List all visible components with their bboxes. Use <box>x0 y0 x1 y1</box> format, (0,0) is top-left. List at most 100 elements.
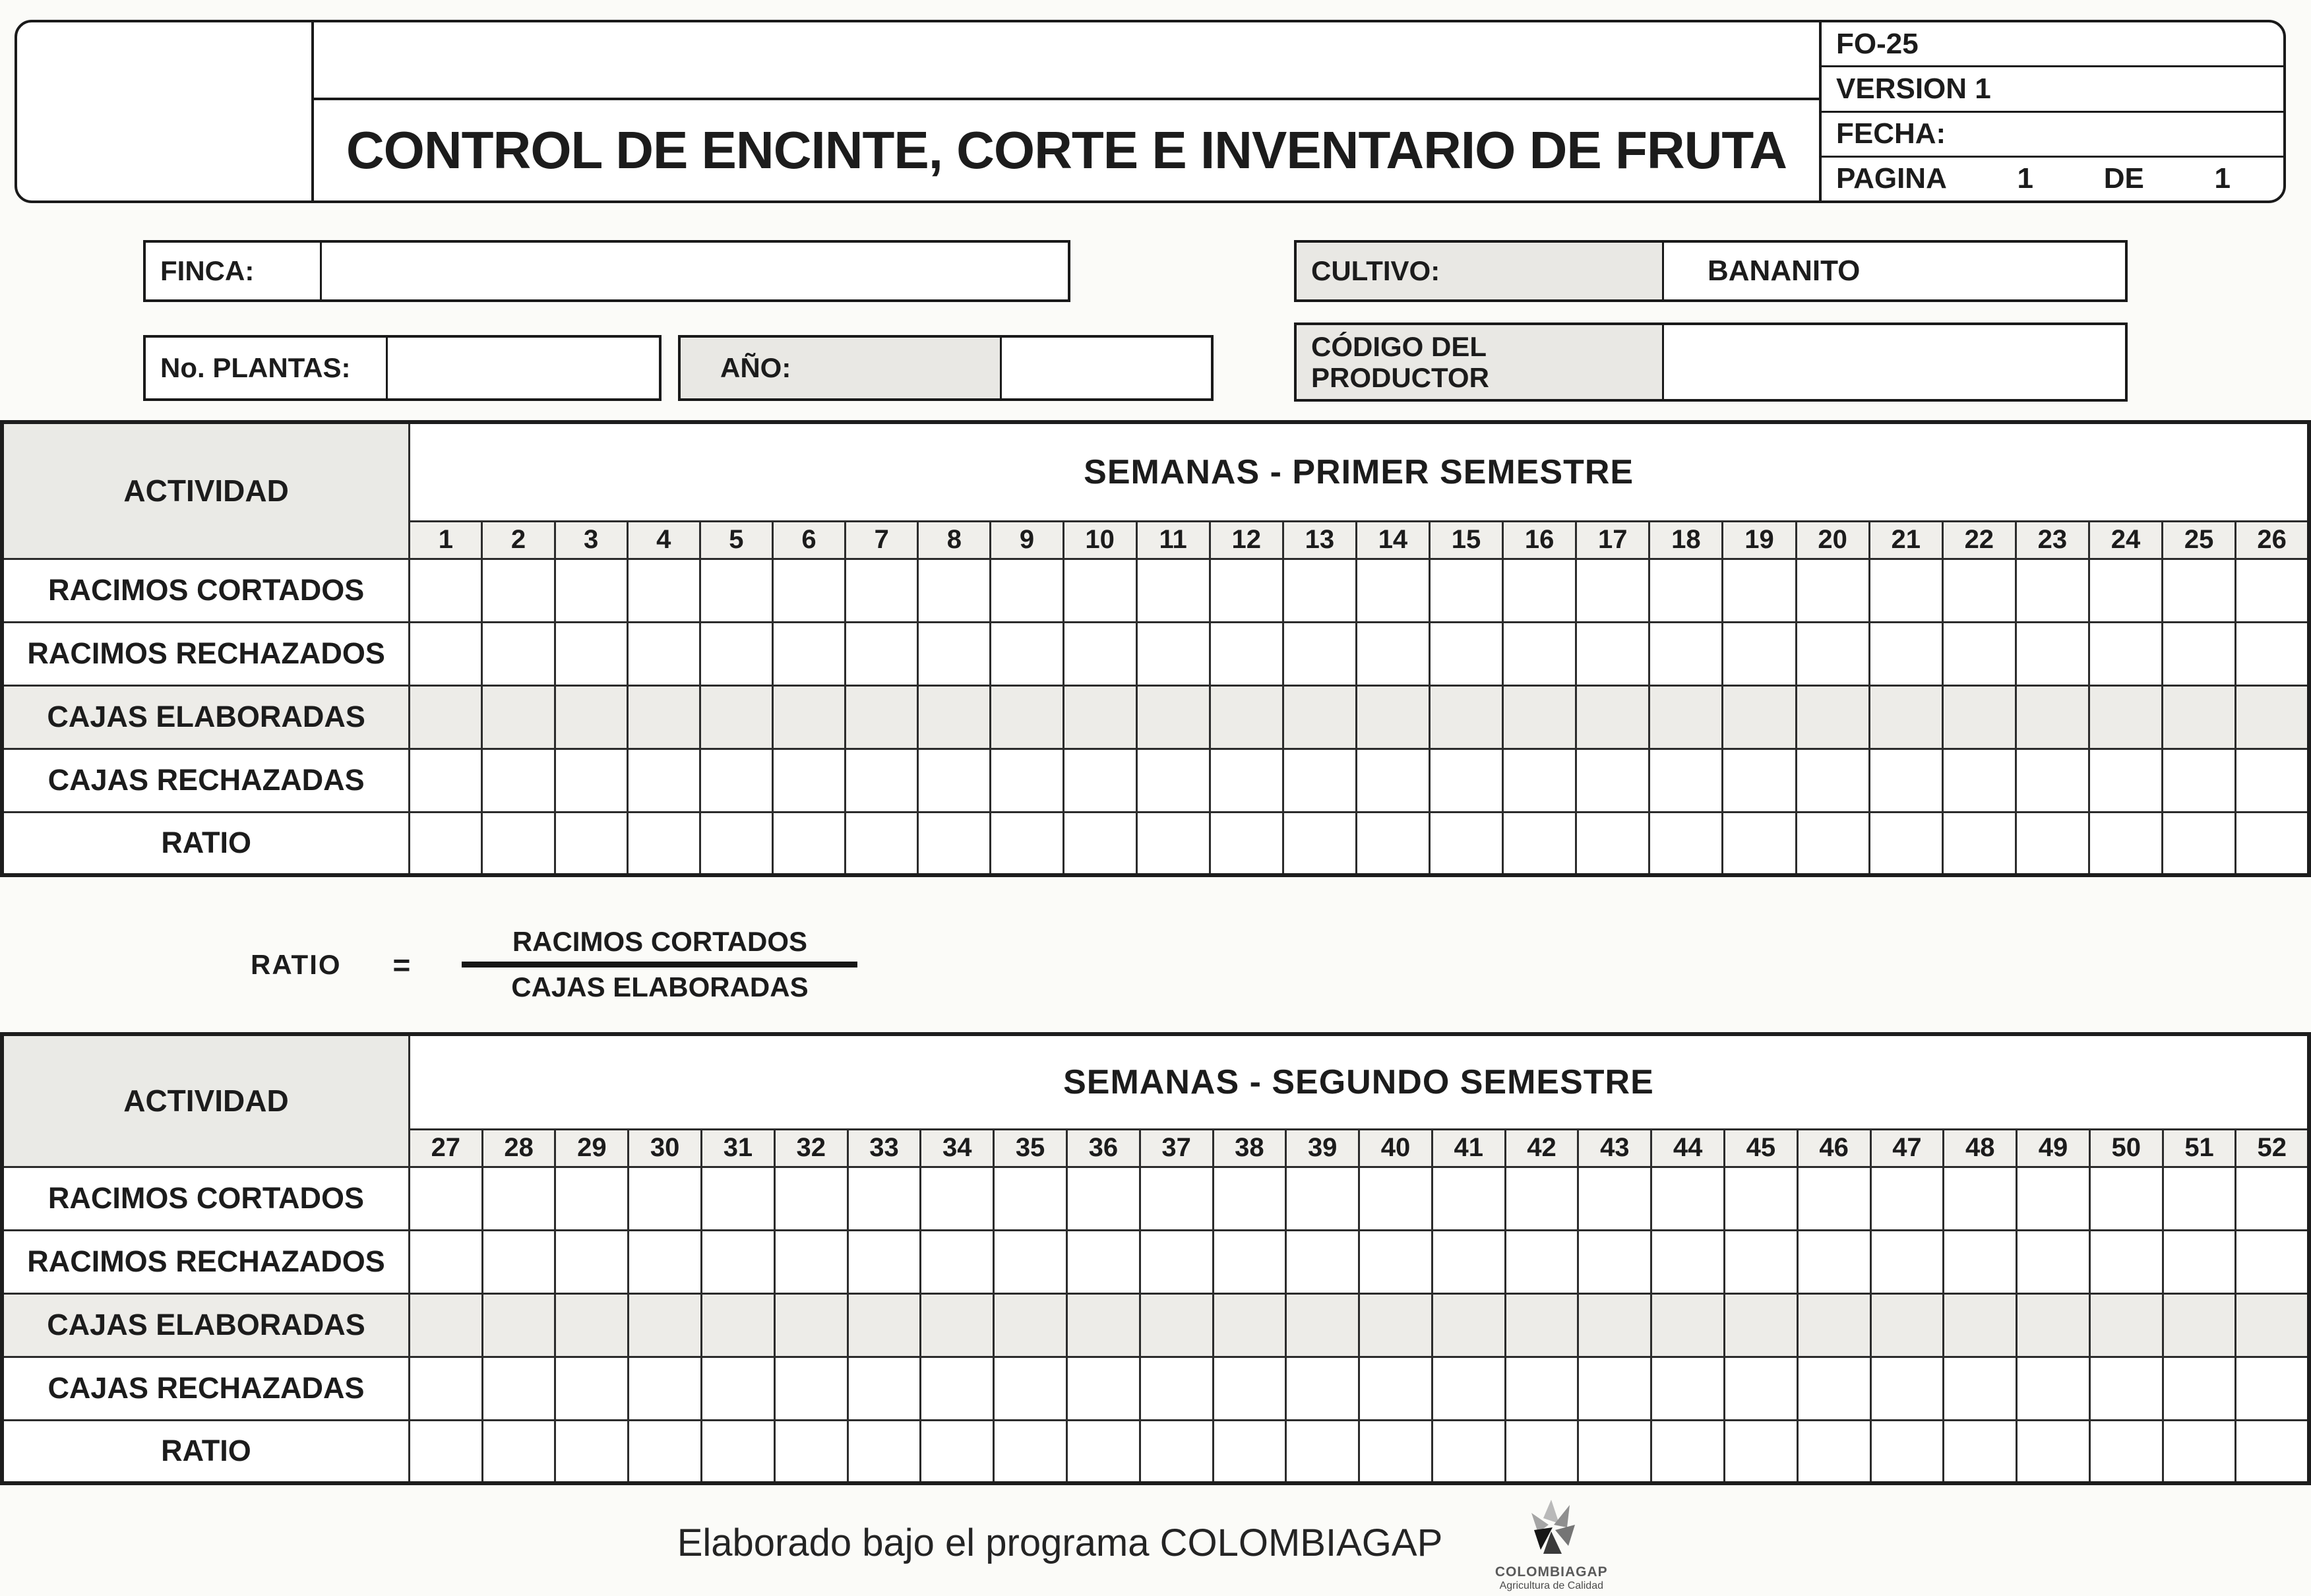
grid-cell <box>481 811 556 876</box>
week-header-cell: 39 <box>1285 1128 1361 1168</box>
activity-header-cell: ACTIVIDAD <box>1 421 411 560</box>
grid-cell <box>1650 1355 1725 1421</box>
week-header-cell: 49 <box>2016 1128 2091 1168</box>
plantas-field: No. PLANTAS: <box>143 335 662 401</box>
grid-cell <box>844 747 919 813</box>
week-header-cell: 8 <box>917 520 992 560</box>
week-header-cell: 10 <box>1062 520 1138 560</box>
grid-cell <box>2234 1419 2310 1485</box>
grid-cell <box>2014 557 2090 623</box>
grid-cell <box>1502 747 1578 813</box>
grid-cell <box>626 684 701 750</box>
week-header-cell: 43 <box>1577 1128 1653 1168</box>
grid-cell <box>1138 1419 1214 1485</box>
plantas-value <box>388 338 659 398</box>
grid-cell <box>773 1419 849 1485</box>
week-header-cell: 52 <box>2234 1128 2310 1168</box>
semester-header-cell: SEMANAS - PRIMER SEMESTRE <box>408 421 2310 522</box>
week-header-cell: 27 <box>408 1128 483 1168</box>
cultivo-field: CULTIVO: BANANITO <box>1294 240 2128 302</box>
grid-cell <box>1795 621 1870 687</box>
grid-cell <box>626 621 701 687</box>
grid-cell <box>1796 1292 1872 1358</box>
grid-cell <box>919 1355 995 1421</box>
week-header-cell: 9 <box>989 520 1064 560</box>
grid-cell <box>2161 811 2237 876</box>
grid-cell <box>1208 684 1284 750</box>
grid-cell <box>919 1292 995 1358</box>
week-header-cell: 50 <box>2088 1128 2164 1168</box>
flower-logo-icon <box>1531 1500 1576 1554</box>
week-header-cell: 51 <box>2161 1128 2237 1168</box>
grid-cell <box>1065 1165 1141 1231</box>
grid-cell <box>481 747 556 813</box>
second-semester-table: ACTIVIDAD SEMANAS - SEGUNDO SEMESTRE 27 28 2… <box>0 1032 2311 1485</box>
grid-cell <box>1869 1229 1945 1295</box>
row-label-cell: RACIMOS CORTADOS <box>1 1165 410 1231</box>
grid-cell <box>626 747 701 813</box>
grid-cell <box>1212 1419 1287 1485</box>
grid-cell <box>1942 1229 2018 1295</box>
fecha-row: FECHA: <box>1822 113 2283 158</box>
grid-cell <box>2161 684 2237 750</box>
grid-cell <box>1212 1292 1287 1358</box>
grid-cell <box>408 684 483 750</box>
grid-cell <box>627 1229 703 1295</box>
grid-cell <box>1648 811 1724 876</box>
week-header-cell: 35 <box>993 1128 1068 1168</box>
grid-cell <box>1795 811 1870 876</box>
ratio-fraction: RACIMOS CORTADOS CAJAS ELABORADAS <box>462 922 858 1007</box>
row-label-cell: RATIO <box>1 1419 410 1485</box>
grid-cell <box>2016 1355 2091 1421</box>
grid-cell <box>1648 621 1724 687</box>
grid-cell <box>1281 557 1357 623</box>
logo-title: COLOMBIAGAP <box>1494 1564 1608 1580</box>
de-number: 1 <box>2214 162 2231 195</box>
grid-cell <box>2088 1229 2164 1295</box>
grid-cell <box>919 1229 995 1295</box>
row-label-cell: RACIMOS CORTADOS <box>1 557 411 623</box>
form-meta-column: FO-25 VERSION 1 FECHA: PAGINA 1 DE 1 <box>1819 22 2283 200</box>
grid-cell <box>1723 1229 1799 1295</box>
grid-cell <box>1502 684 1578 750</box>
grid-cell <box>1065 1292 1141 1358</box>
grid-cell <box>1721 684 1797 750</box>
grid-cell <box>2087 557 2164 623</box>
codigo-productor-label: CÓDIGO DEL PRODUCTOR <box>1297 325 1664 399</box>
form-header: CONTROL DE ENCINTE, CORTE E INVENTARIO D… <box>15 20 2286 203</box>
grid-cell <box>1431 1355 1506 1421</box>
grid-cell <box>1504 1165 1580 1231</box>
grid-cell <box>408 1355 483 1421</box>
grid-cell <box>1062 811 1138 876</box>
cultivo-label: CULTIVO: <box>1297 243 1664 299</box>
cultivo-value: BANANITO <box>1708 255 1861 287</box>
grid-cell <box>844 684 919 750</box>
grid-cell <box>481 684 556 750</box>
ratio-label: RATIO <box>251 948 342 980</box>
grid-cell <box>1504 1292 1580 1358</box>
grid-cell <box>626 557 701 623</box>
grid-cell <box>771 747 847 813</box>
grid-cell <box>1941 747 2017 813</box>
first-semester-table: ACTIVIDAD SEMANAS - PRIMER SEMESTRE 1 2 3 4 5 6… <box>0 420 2311 877</box>
grid-cell <box>989 621 1064 687</box>
footer-text: Elaborado bajo el programa COLOMBIAGAP <box>677 1521 1443 1564</box>
grid-cell <box>1941 811 2017 876</box>
grid-cell <box>1575 684 1651 750</box>
grid-cell <box>1721 747 1797 813</box>
row-label-cell: CAJAS ELABORADAS <box>1 684 411 750</box>
week-header-cell: 28 <box>481 1128 557 1168</box>
row-label-cell: RACIMOS RECHAZADOS <box>1 621 411 687</box>
form-code-row: FO-25 <box>1822 22 2283 68</box>
colombiagap-logo: COLOMBIAGAP Agricultura de Calidad <box>1469 1498 1634 1592</box>
grid-cell <box>1281 811 1357 876</box>
grid-cell <box>1135 747 1211 813</box>
grid-cell <box>408 747 483 813</box>
week-header-cell: 38 <box>1212 1128 1287 1168</box>
grid-cell <box>1868 557 1944 623</box>
grid-cell <box>553 811 629 876</box>
grid-cell <box>2087 747 2164 813</box>
week-header-cell: 44 <box>1650 1128 1725 1168</box>
grid-cell <box>989 684 1064 750</box>
week-header-cell: 16 <box>1502 520 1578 560</box>
